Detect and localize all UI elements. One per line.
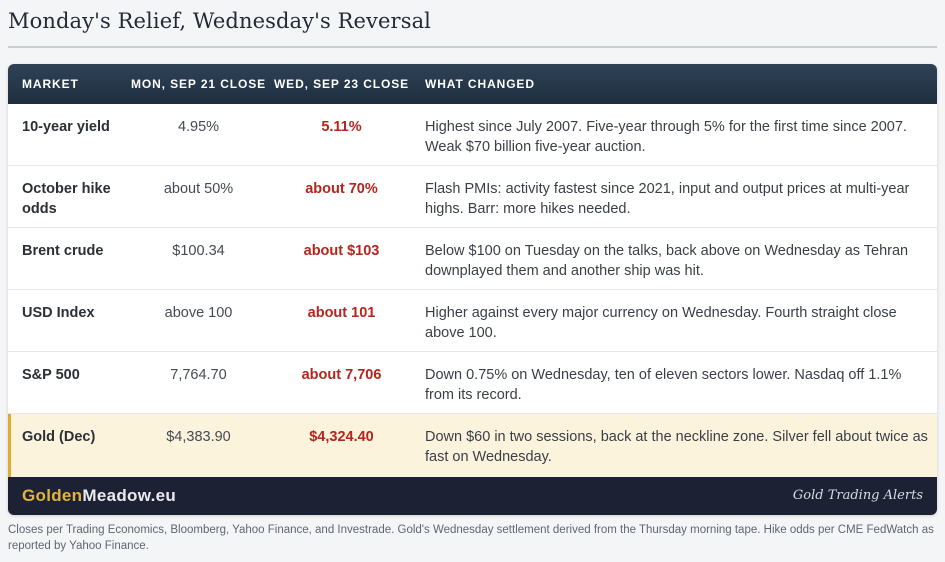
mon-close-value: about 50% [163,181,234,197]
wed-close-value: about $103 [303,243,380,259]
table-row: S&P 500 7,764.70 about 7,706 Down 0.75% … [8,352,937,414]
market-name: S&P 500 [22,367,80,383]
market-name: Gold (Dec) [22,429,96,445]
market-name: USD Index [22,305,95,321]
page-title: Monday's Relief, Wednesday's Reversal [8,9,432,33]
comparison-table: MARKET MON, SEP 21 CLOSE WED, SEP 23 CLO… [8,64,937,515]
wed-close-value: about 70% [305,181,378,197]
market-name: Brent crude [22,243,104,259]
brand-footer: GoldenMeadow.eu Gold Trading Alerts [8,477,937,515]
source-note: Closes per Trading Economics, Bloomberg,… [8,524,934,552]
what-changed-text: Highest since July 2007. Five-year throu… [425,119,907,155]
header-mon-close: MON, SEP 21 CLOSE [130,77,267,91]
brand-logo-rest: Meadow.eu [82,486,177,505]
brand-logo: GoldenMeadow.eu [22,477,176,515]
table-header: MARKET MON, SEP 21 CLOSE WED, SEP 23 CLO… [8,64,937,104]
mon-close-value: 7,764.70 [170,367,227,383]
title-divider [8,46,937,48]
wed-close-value: about 7,706 [301,367,382,383]
table-row: October hike odds about 50% about 70% Fl… [8,166,937,228]
mon-close-value: $4,383.90 [166,429,231,445]
what-changed-text: Below $100 on Tuesday on the talks, back… [425,243,909,279]
header-what-changed: WHAT CHANGED [425,77,535,91]
table-row: USD Index above 100 about 101 Higher aga… [8,290,937,352]
table-row: Brent crude $100.34 about $103 Below $10… [8,228,937,290]
what-changed-text: Higher against every major currency on W… [425,305,897,341]
mon-close-value: $100.34 [172,243,225,259]
what-changed-text: Flash PMIs: activity fastest since 2021,… [425,181,910,217]
mon-close-value: above 100 [164,305,233,321]
brand-tagline: Gold Trading Alerts [792,488,923,503]
wed-close-value: $4,324.40 [309,429,374,445]
brand-logo-gold: Golden [22,486,83,505]
market-name: October hike odds [22,181,111,217]
header-wed-close: WED, SEP 23 CLOSE [273,77,410,91]
wed-close-value: about 101 [307,305,376,321]
table-row-highlighted: Gold (Dec) $4,383.90 $4,324.40 Down $60 … [8,414,937,477]
mon-close-value: 4.95% [177,119,220,135]
header-market: MARKET [22,77,79,91]
what-changed-text: Down $60 in two sessions, back at the ne… [425,429,928,465]
table-row: 10-year yield 4.95% 5.11% Highest since … [8,104,937,166]
wed-close-value: 5.11% [321,119,362,135]
market-name: 10-year yield [22,119,110,135]
what-changed-text: Down 0.75% on Wednesday, ten of eleven s… [425,367,902,403]
